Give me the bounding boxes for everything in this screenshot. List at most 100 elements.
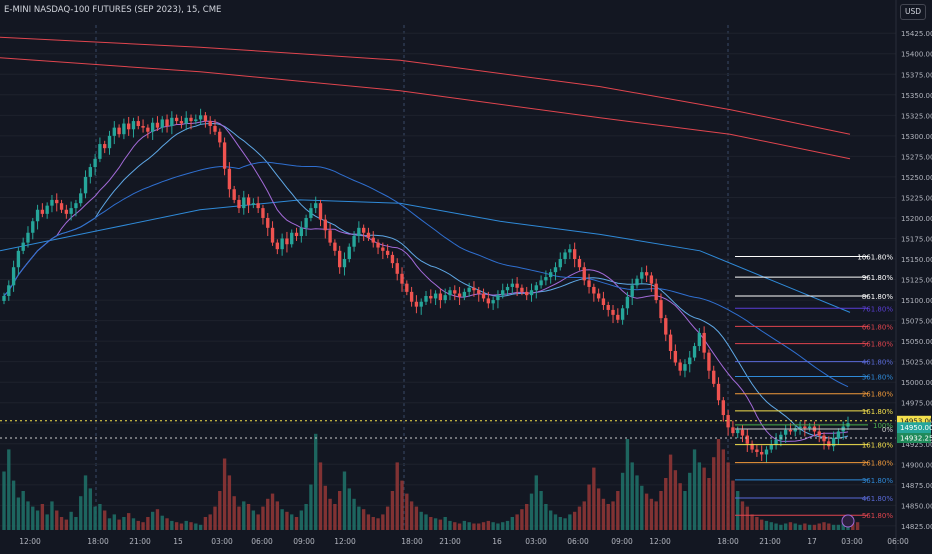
symbol-title: E-MINI NASDAQ-100 FUTURES (SEP 2023), 15…	[4, 5, 222, 15]
fib-level-label: 100%	[873, 422, 893, 430]
candle-body	[563, 252, 567, 260]
candle-body	[361, 227, 366, 233]
volume-bar	[668, 454, 673, 530]
candle-body	[318, 203, 323, 220]
candle-body	[261, 208, 265, 218]
candle-body	[760, 451, 764, 455]
volume-bar	[501, 522, 505, 530]
volume-bar	[357, 506, 361, 530]
volume-bar	[352, 498, 356, 530]
candle-body	[79, 193, 83, 204]
price-label-text: 14932.25	[900, 435, 932, 443]
volume-bar	[443, 517, 447, 530]
volume-bar	[563, 518, 567, 530]
volume-bar	[83, 475, 88, 530]
volume-bar	[697, 462, 702, 530]
candle-body	[688, 357, 692, 365]
volume-bar	[11, 480, 16, 530]
volume-bar	[31, 506, 35, 530]
volume-bar	[290, 514, 294, 530]
volume-bar	[572, 511, 577, 530]
candle-body	[117, 127, 121, 135]
volume-bar	[103, 510, 107, 530]
volume-bar	[69, 511, 73, 530]
candle-body	[486, 298, 491, 304]
candle-body	[294, 232, 299, 237]
y-tick-label: 15400.00	[901, 51, 932, 59]
candle-body	[314, 203, 318, 209]
candle-body	[160, 119, 164, 128]
candle-body	[251, 203, 256, 205]
volume-bar	[812, 524, 817, 530]
volume-bar	[788, 522, 793, 530]
volume-bar	[601, 498, 606, 530]
volume-bar	[405, 493, 409, 530]
candle-body	[649, 275, 654, 284]
volume-bar	[736, 491, 740, 530]
x-tick-label: 03:00	[525, 537, 547, 546]
fib-level-label: 361.80%	[862, 477, 893, 485]
y-tick-label: 15375.00	[901, 71, 932, 79]
candle-body	[280, 238, 284, 250]
x-tick-label: 12:00	[19, 537, 41, 546]
candle-body	[448, 290, 452, 296]
candle-body	[827, 441, 831, 447]
volume-bar	[774, 523, 778, 530]
candle-body	[150, 122, 155, 132]
y-tick-label: 15050.00	[901, 338, 932, 346]
candle-body	[342, 259, 347, 268]
volume-bar	[611, 501, 615, 530]
volume-bar	[620, 472, 625, 530]
volume-bar	[664, 478, 668, 530]
fib-level-label: 861.80%	[862, 293, 893, 301]
candle-body	[443, 295, 447, 301]
candle-body	[275, 242, 280, 250]
candle-body	[592, 286, 596, 294]
volume-bar	[472, 523, 476, 530]
volume-bar	[553, 514, 558, 530]
candle-body	[218, 131, 222, 143]
y-tick-label: 14850.00	[901, 502, 932, 510]
volume-bar	[731, 480, 735, 530]
candle-body	[515, 283, 519, 288]
candle-body	[731, 427, 735, 434]
volume-bar	[654, 501, 658, 530]
volume-bar	[165, 518, 169, 530]
volume-bar	[266, 498, 270, 530]
volume-bar	[448, 520, 452, 530]
candle-body	[290, 232, 294, 245]
candle-body	[366, 232, 371, 238]
x-tick-label: 06:00	[887, 537, 909, 546]
volume-bar	[419, 511, 423, 530]
volume-bar	[606, 504, 610, 530]
candle-body	[98, 144, 102, 159]
candle-body	[798, 426, 802, 429]
volume-bar	[453, 522, 457, 530]
volume-bar	[760, 519, 764, 530]
candle-body	[419, 301, 423, 307]
candle-body	[572, 249, 577, 260]
candle-body	[779, 434, 783, 440]
candle-body	[491, 300, 495, 304]
volume-bar	[64, 519, 69, 530]
candle-body	[755, 449, 759, 452]
volume-bar	[371, 517, 375, 530]
volume-bar	[174, 522, 179, 530]
price-axis-bg	[896, 0, 932, 550]
candle-body	[625, 296, 630, 309]
candle-body	[31, 221, 35, 233]
candle-body	[155, 122, 160, 128]
candle-body	[83, 176, 88, 194]
volume-bar	[88, 488, 92, 530]
currency-button[interactable]: USD	[900, 4, 926, 20]
volume-bar	[467, 522, 471, 530]
volume-bar	[529, 493, 534, 530]
volume-bar	[222, 458, 227, 530]
candle-body	[553, 267, 558, 273]
candle-body	[146, 127, 150, 132]
candle-body	[194, 119, 198, 122]
volume-bar	[520, 509, 524, 530]
volume-bar	[755, 517, 759, 530]
